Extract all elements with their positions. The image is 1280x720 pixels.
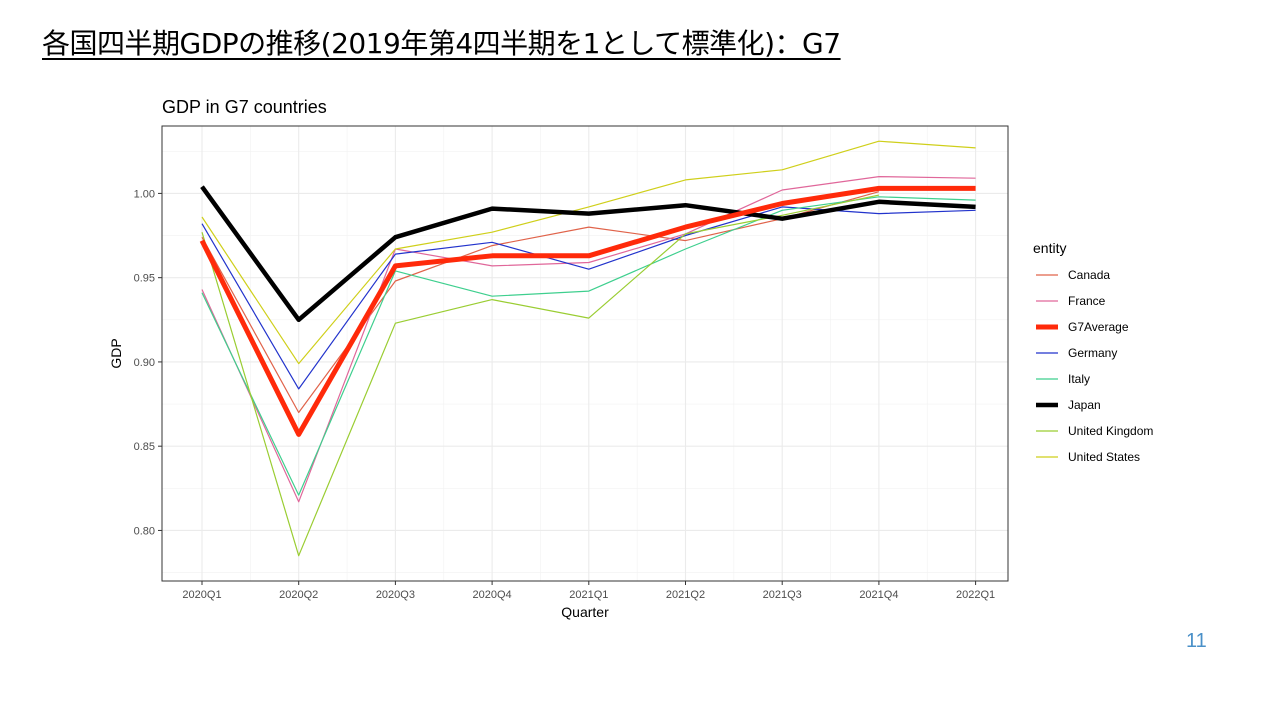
legend-label-canada: Canada — [1068, 268, 1110, 282]
x-tick-label: 2021Q4 — [859, 589, 898, 601]
legend-label-united-states: United States — [1068, 450, 1140, 464]
series-line-g7average — [199, 185, 976, 437]
y-tick-label: 0.80 — [134, 525, 155, 537]
slide-title: 各国四半期GDPの推移(2019年第4四半期を1として標準化)：G7 — [42, 27, 841, 60]
x-tick-label: 2022Q1 — [956, 589, 995, 601]
legend-label-germany: Germany — [1068, 346, 1117, 360]
grid-lines — [162, 126, 1008, 581]
legend-label-japan: Japan — [1068, 398, 1101, 412]
y-axis-title: GDP — [108, 338, 124, 368]
x-tick-label: 2020Q1 — [182, 589, 221, 601]
y-tick-label: 0.95 — [134, 273, 155, 285]
chart-title: GDP in G7 countries — [162, 97, 327, 117]
plot-panel-border — [161, 125, 1009, 582]
series-lines — [199, 140, 976, 557]
legend-label-g7average: G7Average — [1068, 320, 1129, 334]
legend: entity Canada France G7Average Germany Italy… — [1033, 240, 1153, 464]
legend-label-italy: Italy — [1068, 372, 1090, 386]
legend-title: entity — [1033, 240, 1066, 256]
x-tick-label: 2021Q2 — [666, 589, 705, 601]
legend-label-france: France — [1068, 294, 1106, 308]
series-line-canada — [201, 191, 880, 414]
x-tick-label: 2020Q2 — [279, 589, 318, 601]
x-tick-label: 2020Q4 — [473, 589, 512, 601]
plot-panel — [162, 126, 1008, 581]
x-axis: 2020Q1 2020Q2 2020Q3 2020Q4 2021Q1 2021Q2 2021… — [182, 581, 995, 601]
y-axis: 0.80 0.85 0.90 0.95 1.00 — [134, 188, 162, 537]
series-line-france — [201, 176, 976, 503]
series-line-japan — [200, 185, 976, 323]
y-tick-label: 0.85 — [134, 441, 155, 453]
x-tick-label: 2021Q3 — [763, 589, 802, 601]
page-number: 11 — [1186, 630, 1207, 652]
x-tick-label: 2020Q3 — [376, 589, 415, 601]
y-tick-label: 1.00 — [134, 188, 155, 200]
series-line-united-states — [201, 140, 976, 365]
legend-label-united-kingdom: United Kingdom — [1068, 424, 1153, 438]
x-tick-label: 2021Q1 — [569, 589, 608, 601]
x-axis-title: Quarter — [561, 604, 609, 620]
series-line-germany — [201, 206, 976, 390]
y-tick-label: 0.90 — [134, 357, 155, 369]
